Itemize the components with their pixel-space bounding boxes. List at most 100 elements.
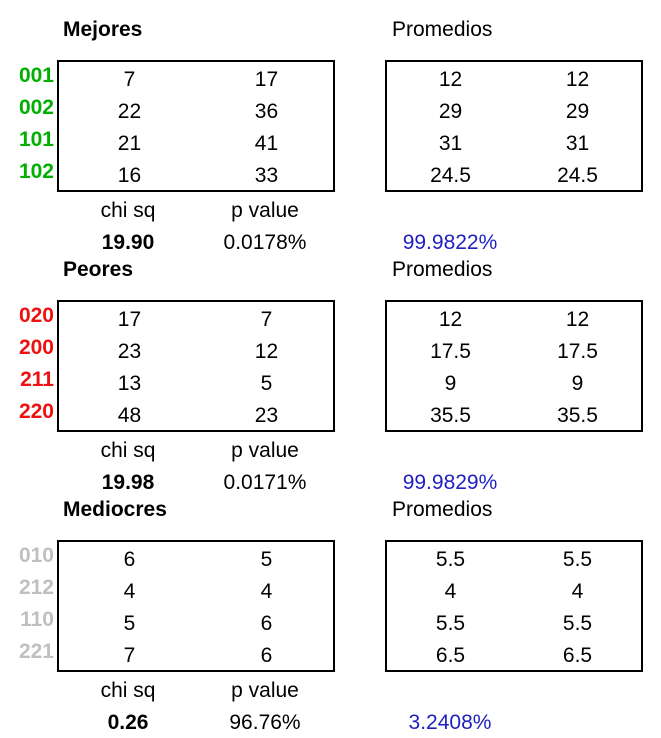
table-cell: 35.5 xyxy=(430,404,471,427)
table-row: 13 5 xyxy=(59,368,333,400)
table-row: 7 17 xyxy=(59,64,333,96)
table-row: 4 4 xyxy=(59,576,333,608)
code-column: 020 200 211 220 xyxy=(0,300,56,428)
table-row: 7 6 xyxy=(59,640,333,672)
table-cell: 36 xyxy=(254,100,279,123)
table-cell: 41 xyxy=(254,132,279,155)
table-cell: 9 xyxy=(571,372,584,395)
table-cell: 17.5 xyxy=(430,340,471,363)
section-title: Peores xyxy=(63,258,134,281)
table-cell: 5 xyxy=(260,372,273,395)
table-row: 31 31 xyxy=(387,128,641,160)
table-row: 12 12 xyxy=(387,64,641,96)
table-cell: 21 xyxy=(117,132,142,155)
p-value-label: p value xyxy=(231,439,299,462)
row-code: 221 xyxy=(18,640,54,663)
table-cell: 23 xyxy=(117,340,142,363)
table-row: 6.5 6.5 xyxy=(387,640,641,672)
table-cell: 12 xyxy=(438,308,463,331)
confidence-value: 3.2408% xyxy=(408,711,492,734)
table-row: 23 12 xyxy=(59,336,333,368)
table-row: 22 36 xyxy=(59,96,333,128)
table-cell: 17.5 xyxy=(557,340,598,363)
code-column: 010 212 110 221 xyxy=(0,540,56,668)
row-code: 102 xyxy=(18,160,54,183)
p-value: 0.0171% xyxy=(223,471,307,494)
table-cell: 5.5 xyxy=(562,548,593,571)
table-cell: 7 xyxy=(260,308,273,331)
table-row: 9 9 xyxy=(387,368,641,400)
table-cell: 4 xyxy=(123,580,136,603)
table-cell: 4 xyxy=(571,580,584,603)
confidence-value: 99.9829% xyxy=(402,471,498,494)
averages-title: Promedios xyxy=(392,18,493,41)
table-row: 17 7 xyxy=(59,304,333,336)
table-cell: 6 xyxy=(260,644,273,667)
table-cell: 31 xyxy=(565,132,590,155)
row-code: 220 xyxy=(18,400,54,423)
table-row: 24.5 24.5 xyxy=(387,160,641,192)
table-row: 21 41 xyxy=(59,128,333,160)
table-row: 5.5 5.5 xyxy=(387,544,641,576)
table-cell: 35.5 xyxy=(557,404,598,427)
table-row: 4 4 xyxy=(387,576,641,608)
averages-title: Promedios xyxy=(392,498,493,521)
table-cell: 16 xyxy=(117,164,142,187)
table-row: 16 33 xyxy=(59,160,333,192)
observed-table: 17 7 23 12 13 5 48 23 xyxy=(57,300,335,432)
averages-table: 12 12 17.5 17.5 9 9 35.5 35.5 xyxy=(385,300,643,432)
table-row: 12 12 xyxy=(387,304,641,336)
section-mediocres: Mediocres Promedios 010 212 110 221 6 5 … xyxy=(0,495,661,735)
table-cell: 6 xyxy=(260,612,273,635)
table-cell: 24.5 xyxy=(557,164,598,187)
table-cell: 5.5 xyxy=(435,612,466,635)
table-cell: 6 xyxy=(123,548,136,571)
table-cell: 17 xyxy=(117,308,142,331)
table-cell: 13 xyxy=(117,372,142,395)
row-code: 101 xyxy=(18,128,54,151)
p-value-label: p value xyxy=(231,679,299,702)
table-cell: 24.5 xyxy=(430,164,471,187)
table-cell: 23 xyxy=(254,404,279,427)
table-row: 35.5 35.5 xyxy=(387,400,641,432)
table-row: 5.5 5.5 xyxy=(387,608,641,640)
table-cell: 12 xyxy=(438,68,463,91)
table-cell: 31 xyxy=(438,132,463,155)
chi-sq-value: 19.98 xyxy=(101,471,155,494)
table-cell: 33 xyxy=(254,164,279,187)
table-row: 29 29 xyxy=(387,96,641,128)
table-cell: 29 xyxy=(565,100,590,123)
observed-table: 6 5 4 4 5 6 7 6 xyxy=(57,540,335,672)
table-row: 5 6 xyxy=(59,608,333,640)
averages-table: 12 12 29 29 31 31 24.5 24.5 xyxy=(385,60,643,192)
table-cell: 17 xyxy=(254,68,279,91)
row-code: 200 xyxy=(18,336,54,359)
row-code: 001 xyxy=(18,64,54,87)
row-code: 002 xyxy=(18,96,54,119)
table-cell: 7 xyxy=(123,644,136,667)
table-row: 6 5 xyxy=(59,544,333,576)
row-code: 212 xyxy=(18,576,54,599)
section-mejores: Mejores Promedios 001 002 101 102 7 17 2… xyxy=(0,15,661,255)
p-value: 0.0178% xyxy=(223,231,307,254)
chi-sq-label: chi sq xyxy=(100,199,156,222)
row-code: 211 xyxy=(20,368,54,391)
section-peores: Peores Promedios 020 200 211 220 17 7 23… xyxy=(0,255,661,495)
row-code: 020 xyxy=(18,304,54,327)
table-cell: 5 xyxy=(260,548,273,571)
table-cell: 48 xyxy=(117,404,142,427)
table-cell: 5.5 xyxy=(435,548,466,571)
row-code: 010 xyxy=(18,544,54,567)
table-cell: 29 xyxy=(438,100,463,123)
table-cell: 12 xyxy=(254,340,279,363)
table-cell: 12 xyxy=(565,68,590,91)
table-cell: 5.5 xyxy=(562,612,593,635)
code-column: 001 002 101 102 xyxy=(0,60,56,188)
table-cell: 6.5 xyxy=(562,644,593,667)
row-code: 110 xyxy=(20,608,54,631)
table-cell: 5 xyxy=(123,612,136,635)
section-title: Mejores xyxy=(63,18,143,41)
chi-sq-label: chi sq xyxy=(100,679,156,702)
p-value: 96.76% xyxy=(229,711,301,734)
table-cell: 7 xyxy=(123,68,136,91)
